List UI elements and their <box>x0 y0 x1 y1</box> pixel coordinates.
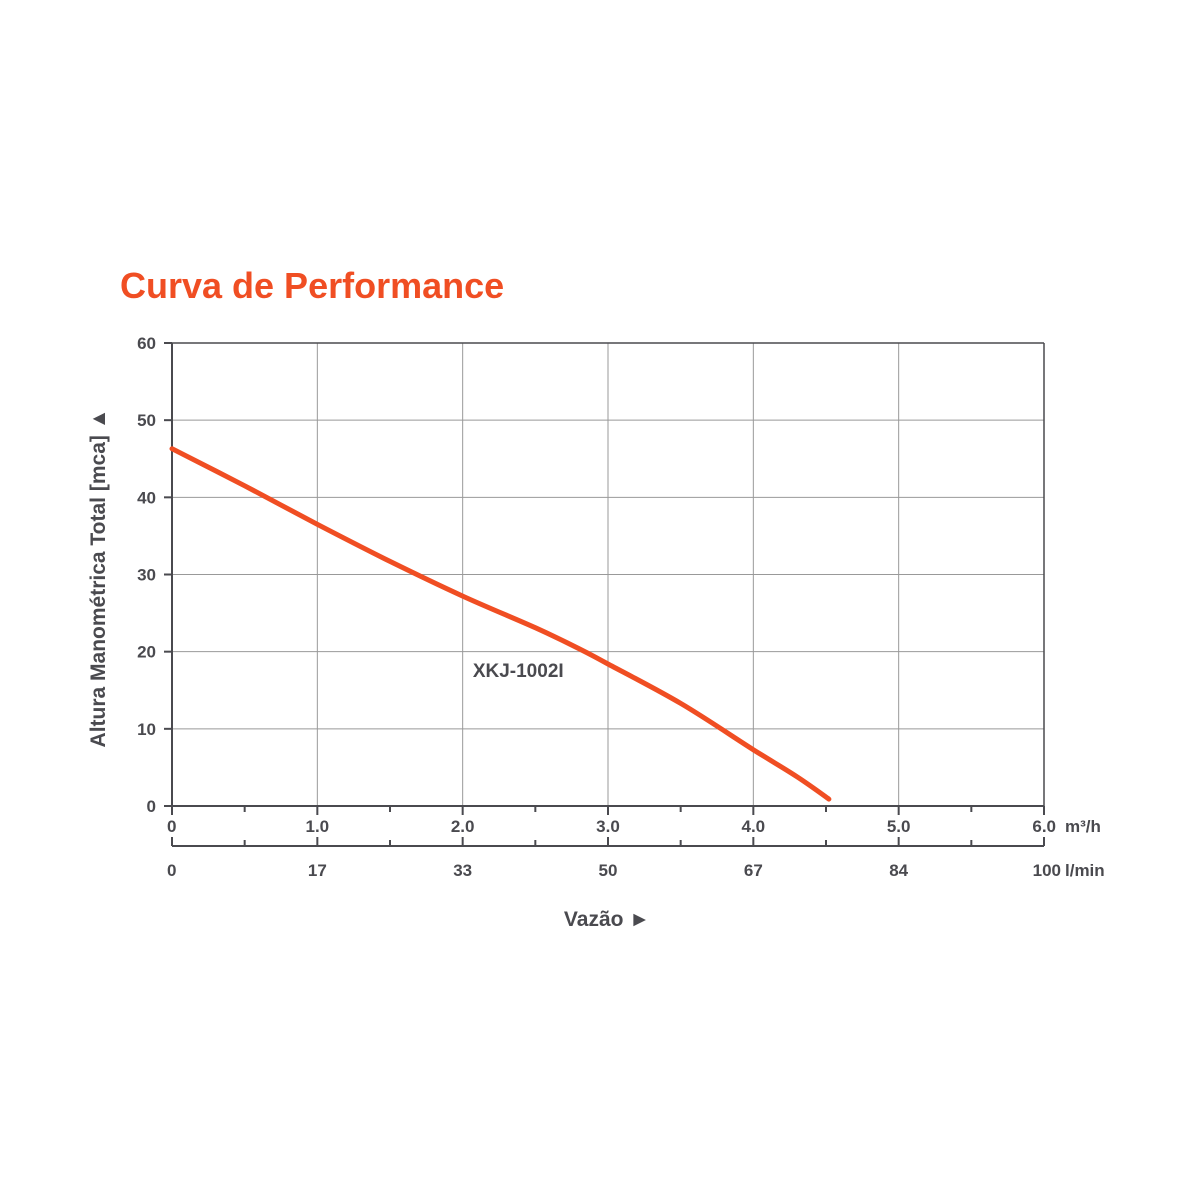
x-tick-labels-m3h: 0 1.0 2.0 3.0 4.0 5.0 6.0 <box>167 817 1056 836</box>
x-tick-label-lmin: 67 <box>744 861 763 880</box>
chart-title: Curva de Performance <box>120 265 504 306</box>
series-label-xkj-1002i: XKJ-1002I <box>473 661 564 682</box>
x-unit-secondary: l/min <box>1065 861 1105 880</box>
y-tick-label: 40 <box>137 488 156 507</box>
grid-lines <box>172 343 1044 806</box>
y-tick-label: 50 <box>137 411 156 430</box>
x-unit-primary: m³/h <box>1065 817 1101 836</box>
x-tick-label-lmin: 50 <box>599 861 618 880</box>
axes <box>164 342 1045 847</box>
x-tick-label-m3h: 2.0 <box>451 817 475 836</box>
x-tick-label-m3h: 6.0 <box>1032 817 1056 836</box>
x-tick-label-m3h: 1.0 <box>306 817 330 836</box>
y-tick-label: 10 <box>137 720 156 739</box>
y-tick-label: 30 <box>137 566 156 585</box>
x-tick-label-lmin: 0 <box>167 861 176 880</box>
x-tick-label-m3h: 5.0 <box>887 817 911 836</box>
y-tick-label: 60 <box>137 334 156 353</box>
x-tick-label-lmin: 17 <box>308 861 327 880</box>
series-line-xkj-1002i <box>169 446 832 802</box>
y-axis-title: Altura Manométrica Total [mca] ▲ <box>87 409 110 748</box>
y-tick-label: 20 <box>137 643 156 662</box>
x-tick-label-m3h: 0 <box>167 817 176 836</box>
x-tick-labels-lmin: 0 17 33 50 67 84 100 <box>167 861 1061 880</box>
y-tick-label: 0 <box>147 797 156 816</box>
x-tick-label-lmin: 100 <box>1033 861 1061 880</box>
series-group: XKJ-1002I <box>169 446 832 802</box>
x-tick-label-lmin: 84 <box>889 861 908 880</box>
x-axis-title: Vazão ► <box>564 908 650 931</box>
y-tick-labels: 0 10 20 30 40 50 60 <box>137 334 156 816</box>
x-tick-label-m3h: 4.0 <box>742 817 766 836</box>
x-tick-label-m3h: 3.0 <box>596 817 620 836</box>
x-tick-label-lmin: 33 <box>453 861 472 880</box>
